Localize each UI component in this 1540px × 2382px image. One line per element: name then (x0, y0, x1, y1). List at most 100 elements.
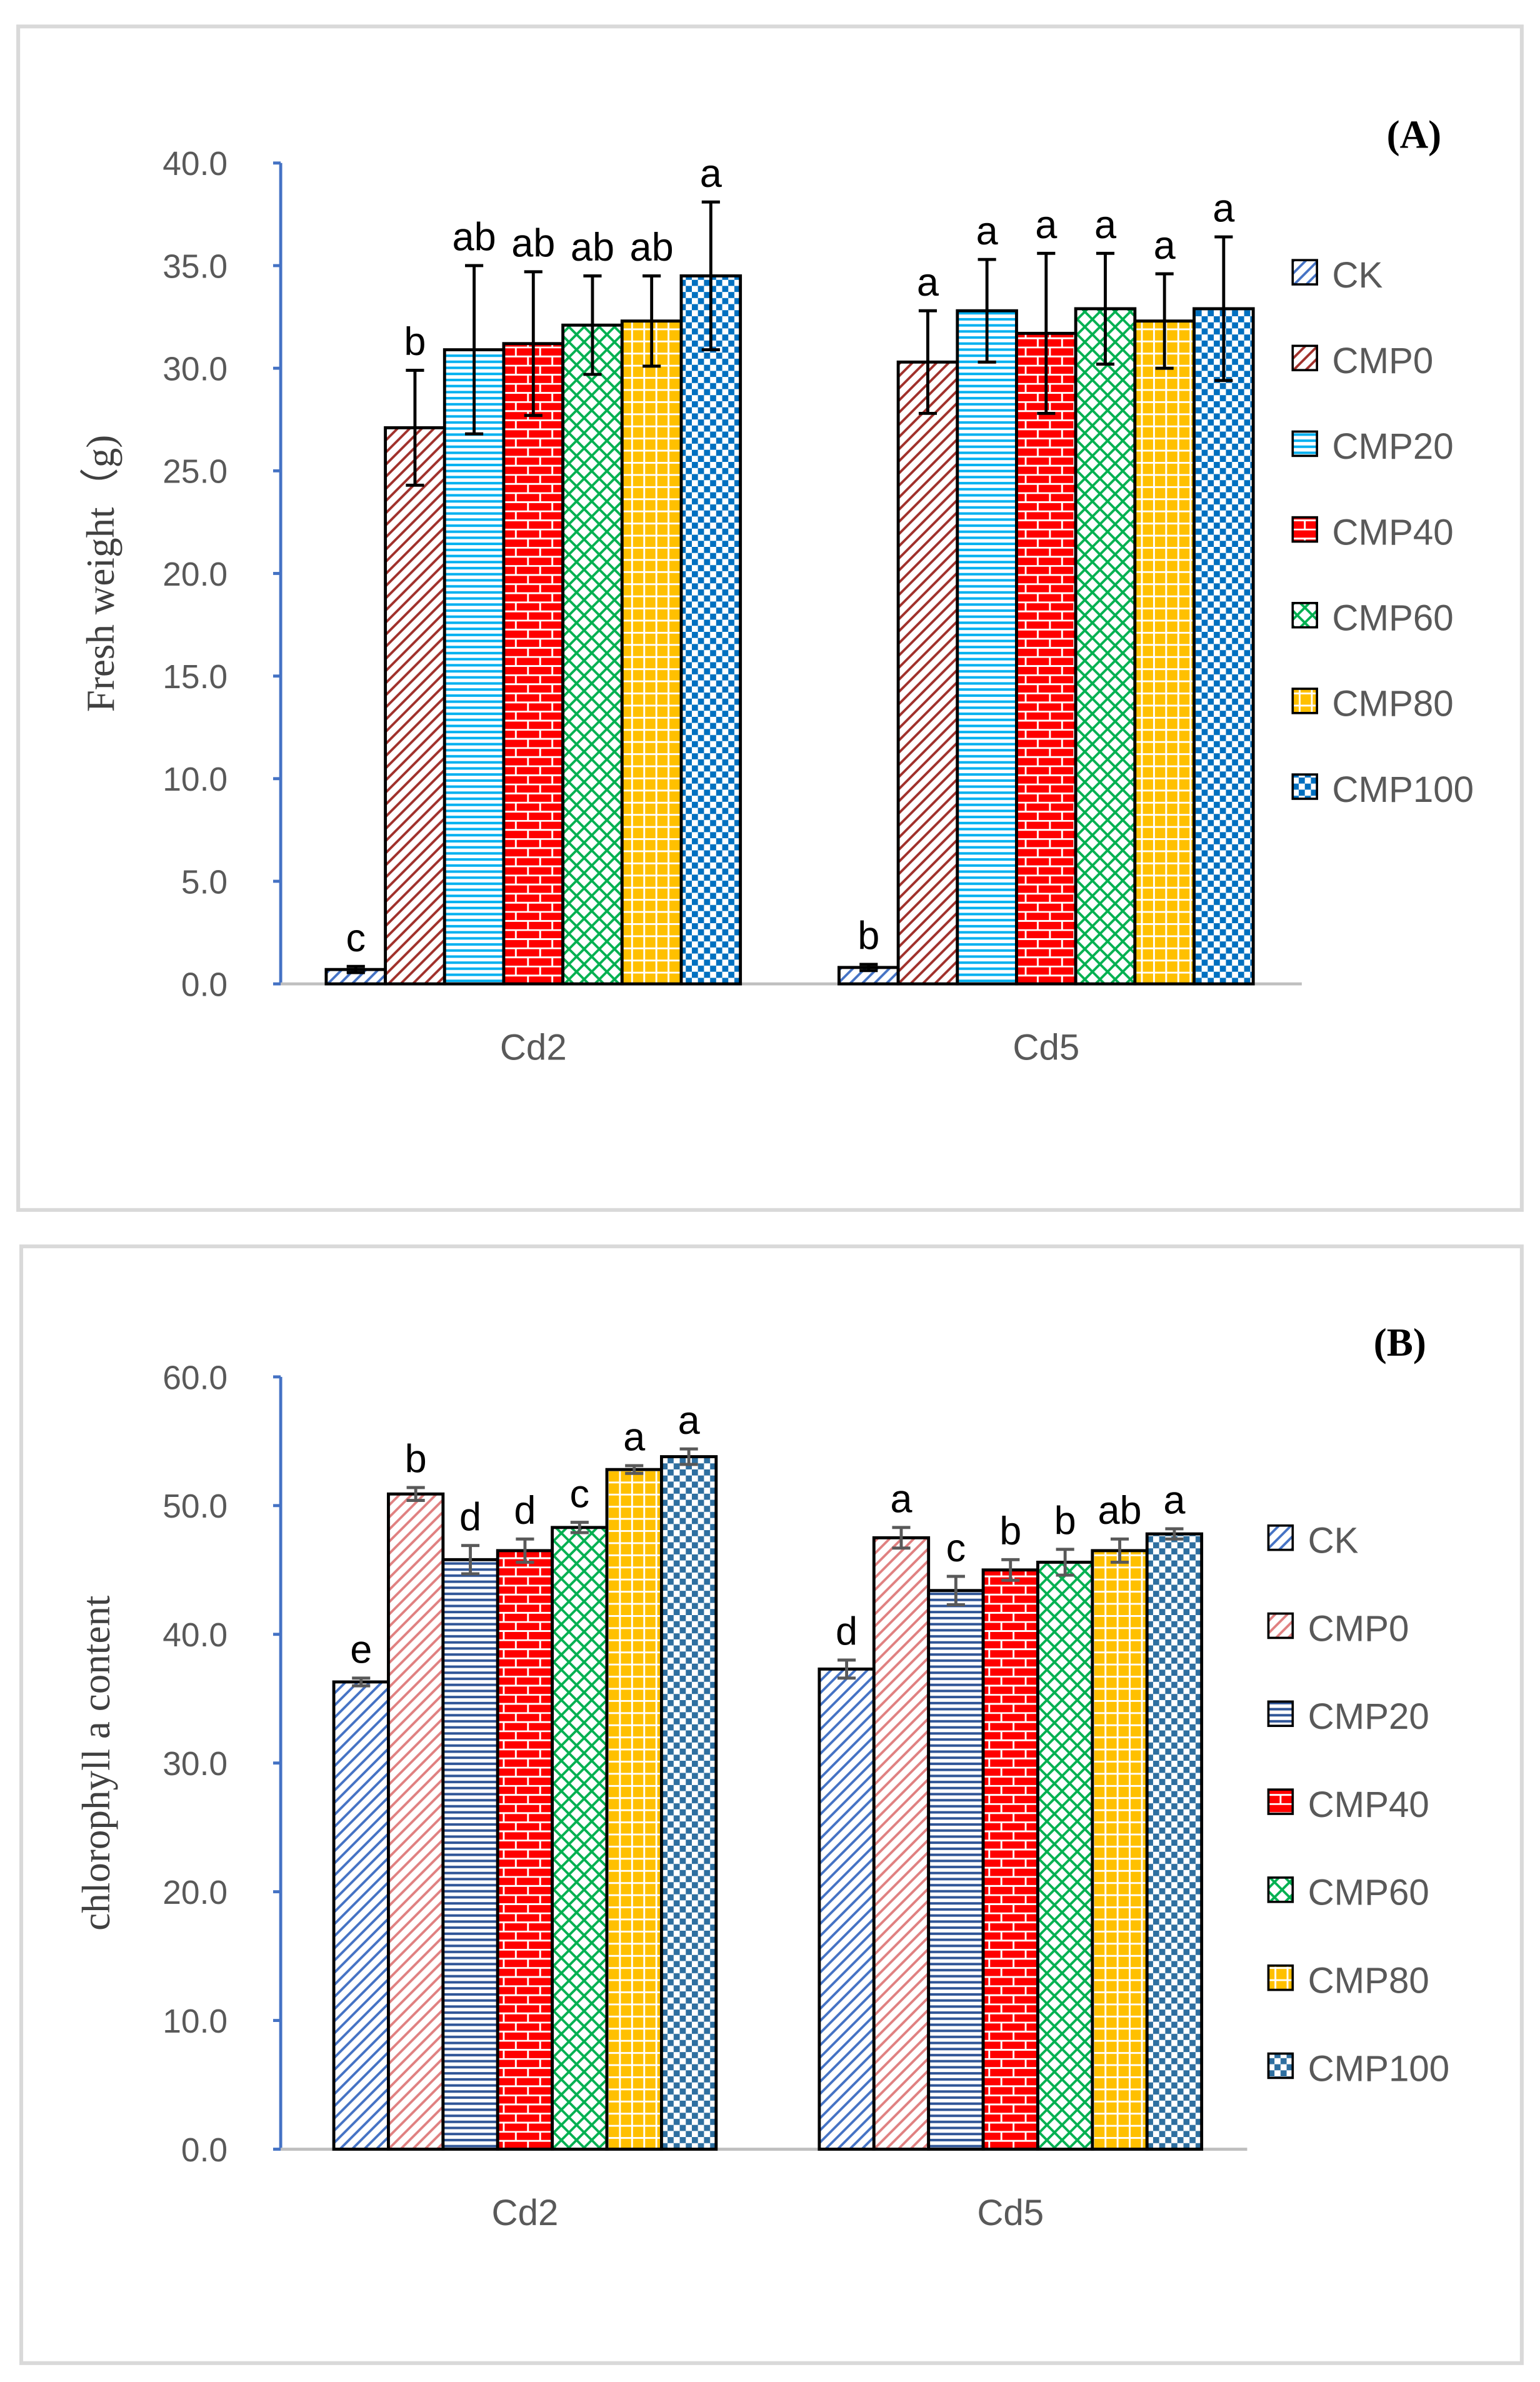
bar-Cd2-CMP60 (561, 323, 624, 986)
y-axis-label: chlorophyll a content (74, 1595, 118, 1931)
significance-letter: c (946, 1526, 966, 1570)
y-tick-label: 5.0 (181, 864, 228, 901)
significance-letter: c (346, 916, 366, 960)
significance-letter: a (1163, 1479, 1186, 1523)
error-bar (946, 1574, 965, 1606)
chart-panel-0: 0.0 5.0 10.0 15.0 20.0 25.0 30.0 35.0 40.0 Fresh … (16, 24, 1524, 1212)
legend-swatch (1291, 344, 1318, 371)
bar-Cd2-CMP20 (442, 348, 506, 986)
y-tick-label: 60.0 (162, 1359, 228, 1396)
significance-letter: a (976, 209, 999, 253)
significance-letter: a (678, 1399, 701, 1443)
legend-swatch (1267, 1964, 1294, 1991)
error-bar (406, 368, 424, 487)
panel-title: (B) (1374, 1321, 1426, 1364)
y-tick-label: 40.0 (162, 1617, 228, 1654)
significance-letter: ab (1098, 1489, 1141, 1533)
significance-letter: ab (571, 226, 614, 269)
error-bar (524, 270, 542, 418)
bar-Cd5-CMP80 (1091, 1549, 1149, 2151)
error-bar (642, 274, 661, 368)
error-bar (1001, 1558, 1020, 1582)
bar-Cd5-CMP100 (1145, 1532, 1204, 2151)
x-category-label: Cd2 (500, 1028, 567, 1068)
y-axis-label: Fresh weight（g) (79, 435, 122, 712)
bar-Cd2-CMP80 (620, 319, 683, 986)
x-category-label: Cd5 (977, 2193, 1044, 2233)
legend-label: CK (1332, 255, 1382, 296)
significance-letter: d (459, 1495, 481, 1539)
error-bar (1096, 251, 1115, 366)
error-bar (1110, 1537, 1129, 1564)
legend-swatch (1267, 1524, 1294, 1551)
error-bar (625, 1464, 644, 1475)
error-bar (461, 1544, 480, 1576)
significance-letter: a (700, 152, 722, 196)
y-tick-label: 10.0 (162, 761, 228, 798)
bar-Cd2-CMP0 (387, 1492, 445, 2151)
significance-letter: a (1154, 224, 1176, 268)
legend-label: CMP100 (1332, 769, 1474, 810)
y-tick-label: 35.0 (162, 248, 228, 285)
legend-swatch (1291, 259, 1318, 286)
y-tick-label: 15.0 (162, 659, 228, 696)
error-bar (1165, 1527, 1184, 1541)
legend-swatch (1267, 1700, 1294, 1728)
legend-label: CMP20 (1332, 426, 1453, 467)
y-tick-label: 0.0 (181, 967, 228, 1004)
significance-letter: ab (630, 226, 674, 269)
legend-label: CMP80 (1332, 684, 1453, 724)
error-bar (346, 964, 365, 974)
significance-letter: b (999, 1509, 1021, 1553)
error-bar (679, 1447, 698, 1466)
panel-border (19, 1244, 1524, 2365)
error-bar (701, 200, 720, 352)
error-bar (570, 1521, 589, 1534)
significance-letter: d (836, 1610, 858, 1654)
error-bar (516, 1537, 534, 1564)
significance-letter: a (1035, 203, 1058, 247)
significance-letter: b (858, 914, 879, 958)
bar-Cd5-CMP80 (1133, 319, 1196, 986)
y-tick-label: 40.0 (162, 146, 228, 183)
significance-letter: a (1094, 203, 1117, 247)
error-bar (1056, 1548, 1074, 1577)
bar-Cd5-CMP0 (872, 1536, 931, 2151)
bar-Cd5-CMP40 (1015, 331, 1078, 986)
bar-Cd2-CMP0 (384, 426, 446, 986)
y-tick-label: 0.0 (181, 2132, 228, 2169)
legend-swatch (1291, 688, 1318, 714)
panel-border (16, 24, 1524, 1212)
bar-Cd5-CMP60 (1036, 1561, 1094, 2151)
y-tick-label: 30.0 (162, 351, 228, 388)
significance-letter: c (570, 1472, 590, 1516)
significance-letter: ab (511, 222, 555, 266)
error-bar (465, 264, 484, 436)
significance-letter: a (1212, 187, 1235, 231)
bar-Cd2-CMP40 (502, 342, 565, 986)
panel-title: (A) (1387, 113, 1442, 157)
error-bar (859, 963, 878, 973)
bar-Cd5-CMP20 (956, 309, 1018, 986)
significance-letter: b (1054, 1499, 1076, 1543)
legend-swatch (1267, 1788, 1294, 1815)
bar-Cd2-CMP80 (605, 1468, 663, 2151)
significance-letter: a (890, 1478, 912, 1521)
y-tick-label: 25.0 (162, 454, 228, 491)
error-bar (1037, 251, 1056, 415)
legend-label: CMP0 (1308, 1608, 1409, 1649)
legend-swatch (1267, 1612, 1294, 1639)
legend-swatch (1291, 516, 1318, 543)
bar-Cd2-CMP20 (441, 1558, 499, 2151)
legend-label: CMP40 (1308, 1784, 1429, 1825)
legend-swatch (1291, 773, 1318, 800)
bar-Cd5-CMP0 (896, 360, 959, 986)
legend-label: CMP60 (1332, 598, 1453, 639)
error-bar (892, 1526, 911, 1550)
legend-swatch (1267, 2052, 1294, 2079)
legend-swatch (1291, 430, 1318, 458)
x-category-label: Cd5 (1012, 1028, 1079, 1068)
legend-label: CMP80 (1308, 1960, 1429, 2001)
legend-label: CMP40 (1332, 512, 1453, 553)
